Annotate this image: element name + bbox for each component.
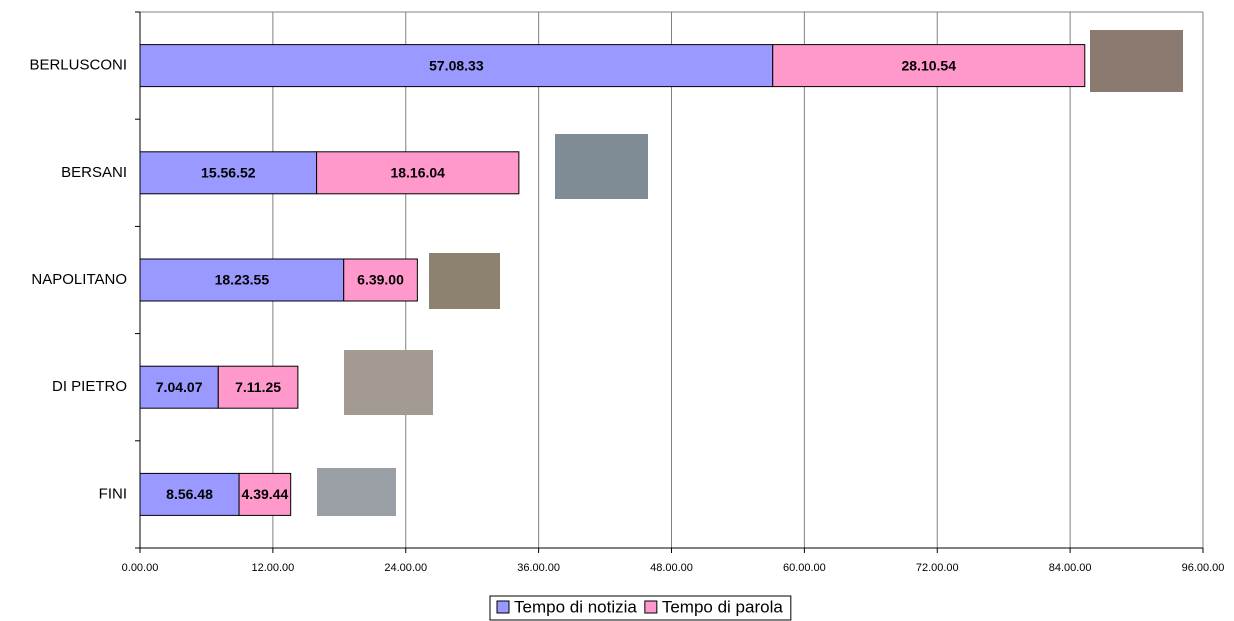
legend-label: Tempo di parola xyxy=(662,597,784,616)
y-tick-label: NAPOLITANO xyxy=(31,271,127,288)
value-label: 28.10.54 xyxy=(902,57,957,73)
y-tick-label: DI PIETRO xyxy=(52,378,127,395)
photo xyxy=(429,253,500,309)
x-tick-label: 36.00.00 xyxy=(517,562,560,574)
x-tick-label: 84.00.00 xyxy=(1049,562,1092,574)
x-tick-label: 72.00.00 xyxy=(916,562,959,574)
legend: Tempo di notizia Tempo di parola xyxy=(490,596,791,620)
value-label: 8.56.48 xyxy=(166,486,213,502)
x-tick-label: 48.00.00 xyxy=(650,562,693,574)
value-label: 18.16.04 xyxy=(390,165,445,181)
x-tick-label: 96.00.00 xyxy=(1182,562,1225,574)
legend-swatch xyxy=(497,601,509,613)
photo xyxy=(344,350,433,415)
photo xyxy=(1090,30,1183,92)
x-tick-label: 0.00.00 xyxy=(122,562,159,574)
legend-swatch xyxy=(645,601,657,613)
value-label: 15.56.52 xyxy=(201,165,256,181)
value-label: 18.23.55 xyxy=(215,272,270,288)
legend-label: Tempo di notizia xyxy=(514,597,637,616)
x-tick-label: 12.00.00 xyxy=(251,562,294,574)
value-label: 4.39.44 xyxy=(242,486,289,502)
x-tick-label: 60.00.00 xyxy=(783,562,826,574)
value-label: 6.39.00 xyxy=(357,272,404,288)
x-tick-label: 24.00.00 xyxy=(384,562,427,574)
photo xyxy=(555,134,648,199)
photo xyxy=(317,468,396,516)
y-tick-label: BERSANI xyxy=(61,164,127,181)
chart: 0.00.00 12.00.00 24.00.00 36.00.00 48.00.00 6… xyxy=(0,0,1234,621)
value-label: 7.04.07 xyxy=(156,379,203,395)
y-tick-label: BERLUSCONI xyxy=(29,57,127,74)
value-label: 7.11.25 xyxy=(235,379,281,395)
value-label: 57.08.33 xyxy=(429,57,484,73)
y-tick-label: FINI xyxy=(99,485,127,502)
